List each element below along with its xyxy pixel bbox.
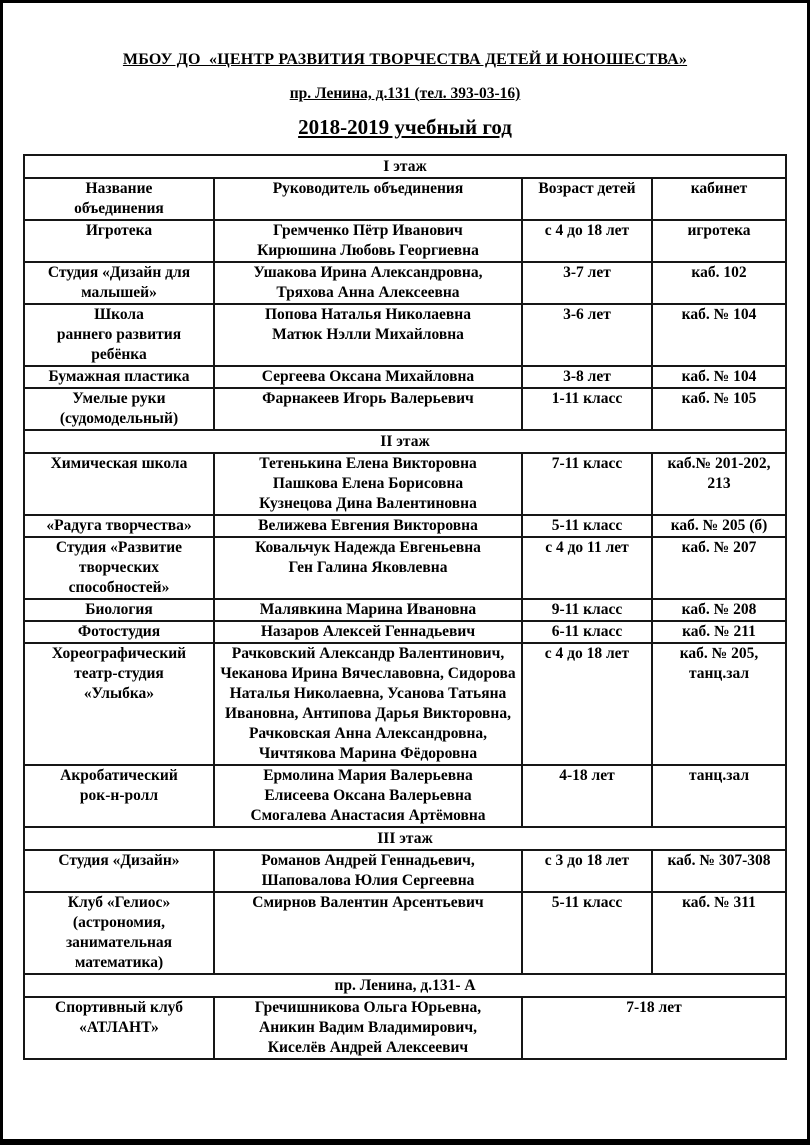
leader-cell: Сергеева Оксана Михайловна xyxy=(212,365,523,389)
leader-cell: Гремченко Пётр Иванович Кирюшина Любовь … xyxy=(212,219,523,263)
address-section-row: пр. Ленина, д.131- А xyxy=(22,973,788,998)
table-row: Студия «Развитие творческих способностей… xyxy=(22,536,788,600)
room-cell: каб. № 311 xyxy=(650,891,788,975)
room-cell: танц.зал xyxy=(650,764,788,828)
room-cell: каб. № 205, танц.зал xyxy=(650,642,788,766)
table-row: Игротека Гремченко Пётр Иванович Кирюшин… xyxy=(22,219,788,263)
room-cell: каб. № 205 (б) xyxy=(650,514,788,538)
table-row: Клуб «Гелиос» (астрономия, занимательная… xyxy=(22,891,788,975)
floor-label: III этаж xyxy=(22,826,788,851)
association-name-cell: Игротека xyxy=(22,219,215,263)
association-name-cell: Студия «Дизайн» xyxy=(22,849,215,893)
leader-cell: Гречишникова Ольга Юрьевна, Аникин Вадим… xyxy=(212,996,523,1060)
leader-cell: Тетенькина Елена Викторовна Пашкова Елен… xyxy=(212,452,523,516)
org-title: МБОУ ДО «ЦЕНТР РАЗВИТИЯ ТВОРЧЕСТВА ДЕТЕЙ… xyxy=(122,51,688,68)
age-cell: 7-18 лет xyxy=(520,996,788,1060)
leader-cell: Малявкина Марина Ивановна xyxy=(212,598,523,622)
leader-cell: Ковальчук Надежда Евгеньевна Ген Галина … xyxy=(212,536,523,600)
floor-section-row: III этаж xyxy=(22,826,788,851)
table-row: Умелые руки (судомодельный) Фарнакеев Иг… xyxy=(22,387,788,431)
age-cell: 3-6 лет xyxy=(520,303,653,367)
age-cell: с 4 до 11 лет xyxy=(520,536,653,600)
address-line: пр. Ленина, д.131 (тел. 393-03-16) xyxy=(289,85,521,102)
floor-section-row: I этаж xyxy=(22,154,788,179)
floor-label: II этаж xyxy=(22,429,788,454)
association-name-cell: Умелые руки (судомодельный) xyxy=(22,387,215,431)
room-cell: игротека xyxy=(650,219,788,263)
age-cell: с 4 до 18 лет xyxy=(520,642,653,766)
age-cell: 5-11 класс xyxy=(520,891,653,975)
room-cell: каб. № 104 xyxy=(650,303,788,367)
age-cell: с 4 до 18 лет xyxy=(520,219,653,263)
table-row: Бумажная пластика Сергеева Оксана Михайл… xyxy=(22,365,788,389)
age-cell: 5-11 класс xyxy=(520,514,653,538)
association-name-cell: Школа раннего развития ребёнка xyxy=(22,303,215,367)
leader-cell: Смирнов Валентин Арсентьевич xyxy=(212,891,523,975)
room-cell: каб. № 208 xyxy=(650,598,788,622)
association-name-cell: Акробатический рок-н-ролл xyxy=(22,764,215,828)
leader-cell: Велижева Евгения Викторовна xyxy=(212,514,523,538)
column-header-name: Название объединения xyxy=(22,177,215,221)
schedule-table: I этаж Название объединения Руководитель… xyxy=(22,154,788,1060)
table-row: Фотостудия Назаров Алексей Геннадьевич 6… xyxy=(22,620,788,644)
column-header-leader: Руководитель объединения xyxy=(212,177,523,221)
age-cell: 4-18 лет xyxy=(520,764,653,828)
association-name-cell: Биология xyxy=(22,598,215,622)
leader-cell: Ермолина Мария Валерьевна Елисеева Оксан… xyxy=(212,764,523,828)
association-name-cell: Хореографический театр-студия «Улыбка» xyxy=(22,642,215,766)
address-section-label: пр. Ленина, д.131- А xyxy=(22,973,788,998)
room-cell: каб. № 207 xyxy=(650,536,788,600)
table-row: Химическая школа Тетенькина Елена Виктор… xyxy=(22,452,788,516)
association-name-cell: Спортивный клуб «АТЛАНТ» xyxy=(22,996,215,1060)
age-cell: 6-11 класс xyxy=(520,620,653,644)
document-header: МБОУ ДО «ЦЕНТР РАЗВИТИЯ ТВОРЧЕСТВА ДЕТЕЙ… xyxy=(3,3,807,140)
room-cell: каб.№ 201-202, 213 xyxy=(650,452,788,516)
association-name-cell: Студия «Дизайн для малышей» xyxy=(22,261,215,305)
age-cell: с 3 до 18 лет xyxy=(520,849,653,893)
association-name-cell: «Радуга творчества» xyxy=(22,514,215,538)
table-row: Хореографический театр-студия «Улыбка» Р… xyxy=(22,642,788,766)
association-name-cell: Клуб «Гелиос» (астрономия, занимательная… xyxy=(22,891,215,975)
room-cell: каб. № 211 xyxy=(650,620,788,644)
leader-cell: Попова Наталья Николаевна Матюк Нэлли Ми… xyxy=(212,303,523,367)
table-row: «Радуга творчества» Велижева Евгения Вик… xyxy=(22,514,788,538)
table-row: Акробатический рок-н-ролл Ермолина Мария… xyxy=(22,764,788,828)
leader-cell: Романов Андрей Геннадьевич, Шаповалова Ю… xyxy=(212,849,523,893)
school-year-title: 2018-2019 учебный год xyxy=(298,115,512,139)
table-row: Студия «Дизайн для малышей» Ушакова Ирин… xyxy=(22,261,788,305)
table-row: Спортивный клуб «АТЛАНТ» Гречишникова Ол… xyxy=(22,996,788,1060)
association-name-cell: Фотостудия xyxy=(22,620,215,644)
age-cell: 3-8 лет xyxy=(520,365,653,389)
age-cell: 3-7 лет xyxy=(520,261,653,305)
leader-cell: Фарнакеев Игорь Валерьевич xyxy=(212,387,523,431)
room-cell: каб. № 307-308 xyxy=(650,849,788,893)
association-name-cell: Бумажная пластика xyxy=(22,365,215,389)
table-row: Биология Малявкина Марина Ивановна 9-11 … xyxy=(22,598,788,622)
column-header-room: кабинет xyxy=(650,177,788,221)
leader-cell: Ушакова Ирина Александровна, Тряхова Анн… xyxy=(212,261,523,305)
association-name-cell: Химическая школа xyxy=(22,452,215,516)
column-header-row: Название объединения Руководитель объеди… xyxy=(22,177,788,221)
leader-cell: Рачковский Александр Валентинович, Чекан… xyxy=(212,642,523,766)
room-cell: каб. 102 xyxy=(650,261,788,305)
table-row: Школа раннего развития ребёнка Попова На… xyxy=(22,303,788,367)
age-cell: 7-11 класс xyxy=(520,452,653,516)
floor-section-row: II этаж xyxy=(22,429,788,454)
age-cell: 9-11 класс xyxy=(520,598,653,622)
floor-label: I этаж xyxy=(22,154,788,179)
room-cell: каб. № 105 xyxy=(650,387,788,431)
association-name-cell: Студия «Развитие творческих способностей… xyxy=(22,536,215,600)
leader-cell: Назаров Алексей Геннадьевич xyxy=(212,620,523,644)
table-row: Студия «Дизайн» Романов Андрей Геннадьев… xyxy=(22,849,788,893)
room-cell: каб. № 104 xyxy=(650,365,788,389)
age-cell: 1-11 класс xyxy=(520,387,653,431)
column-header-age: Возраст детей xyxy=(520,177,653,221)
